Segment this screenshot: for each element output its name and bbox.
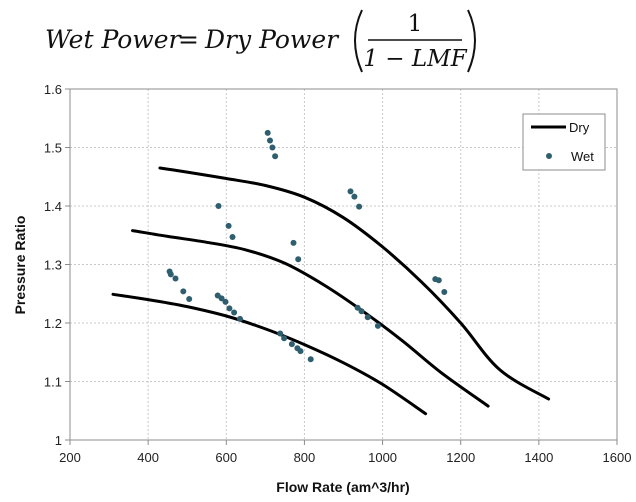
formula-lhs: Wet Power xyxy=(45,25,182,54)
y-tick-labels: 1 1.1 1.2 1.3 1.4 1.5 1.6 xyxy=(44,82,70,448)
wet-point xyxy=(354,304,361,311)
legend: Dry Wet xyxy=(522,113,606,171)
x-tick-label: 400 xyxy=(137,450,159,465)
x-tick-label: 1600 xyxy=(603,450,632,465)
formula-denominator: 1 − LMF xyxy=(363,46,467,72)
wet-point xyxy=(441,289,448,295)
x-axis-title: Flow Rate (am^3/hr) xyxy=(276,479,409,495)
y-axis-title: Pressure Ratio xyxy=(12,216,28,315)
wet-point xyxy=(288,341,295,348)
grid-lines xyxy=(70,89,617,440)
right-parenthesis xyxy=(467,9,476,73)
wet-point xyxy=(218,295,225,302)
y-tick-label: 1.6 xyxy=(44,82,62,97)
x-tick-label: 800 xyxy=(294,450,316,465)
x-tick-label: 200 xyxy=(59,450,81,465)
legend-wet-label: Wet xyxy=(571,149,594,164)
left-parenthesis xyxy=(354,9,363,73)
formula-numerator: 1 xyxy=(408,11,423,37)
wet-point xyxy=(222,298,229,305)
wet-point xyxy=(186,296,193,302)
wet-point xyxy=(307,356,314,363)
wet-point xyxy=(347,188,354,195)
wet-point xyxy=(290,239,297,246)
formula-equals: = xyxy=(178,25,199,54)
wet-point xyxy=(374,322,381,329)
legend-box xyxy=(522,113,606,171)
wet-point xyxy=(180,288,187,295)
y-tick-label: 1.1 xyxy=(44,375,62,390)
legend-wet-swatch xyxy=(546,153,552,159)
x-tick-labels: 200 400 600 800 1000 1200 1400 1600 xyxy=(59,440,631,465)
wet-point xyxy=(435,277,442,284)
wet-point xyxy=(356,203,363,210)
wet-point xyxy=(225,222,232,229)
wet-point xyxy=(172,275,179,282)
wet-point xyxy=(281,335,288,342)
wet-point xyxy=(229,234,236,240)
x-tick-label: 1000 xyxy=(368,450,397,465)
y-tick-label: 1.5 xyxy=(44,141,62,156)
formula-rhs: Dry Power xyxy=(204,25,340,54)
wet-point xyxy=(358,308,365,315)
wet-point xyxy=(264,129,271,136)
wet-point xyxy=(237,315,243,322)
wet-power-formula: Wet Power = Dry Power 1 1 − LMF xyxy=(45,9,476,73)
y-tick-label: 1.3 xyxy=(44,258,62,273)
wet-point xyxy=(267,137,273,144)
wet-point xyxy=(364,314,371,321)
x-tick-label: 600 xyxy=(215,450,237,465)
x-tick-label: 1200 xyxy=(446,450,475,465)
dry-curve xyxy=(158,166,551,401)
wet-point xyxy=(272,153,279,160)
wet-point xyxy=(215,203,222,209)
legend-dry-label: Dry xyxy=(569,120,590,135)
wet-series xyxy=(166,129,448,363)
pressure-ratio-chart: 200 400 600 800 1000 1200 1400 1600 11.11.21.31… xyxy=(12,82,631,495)
wet-point xyxy=(277,330,284,337)
dry-curve xyxy=(111,292,428,416)
y-tick-label: 1.4 xyxy=(44,199,62,214)
wet-point xyxy=(226,305,233,312)
dry-curve xyxy=(131,229,490,408)
y-tick-label: 1.2 xyxy=(44,316,62,331)
wet-point xyxy=(295,256,302,263)
wet-point xyxy=(231,309,238,316)
wet-point xyxy=(351,193,358,200)
wet-point xyxy=(297,348,304,355)
wet-point xyxy=(167,271,174,278)
wet-point xyxy=(269,144,276,151)
x-tick-label: 1400 xyxy=(524,450,553,465)
y-tick-label: 1 xyxy=(55,433,62,448)
dry-series xyxy=(111,166,551,416)
